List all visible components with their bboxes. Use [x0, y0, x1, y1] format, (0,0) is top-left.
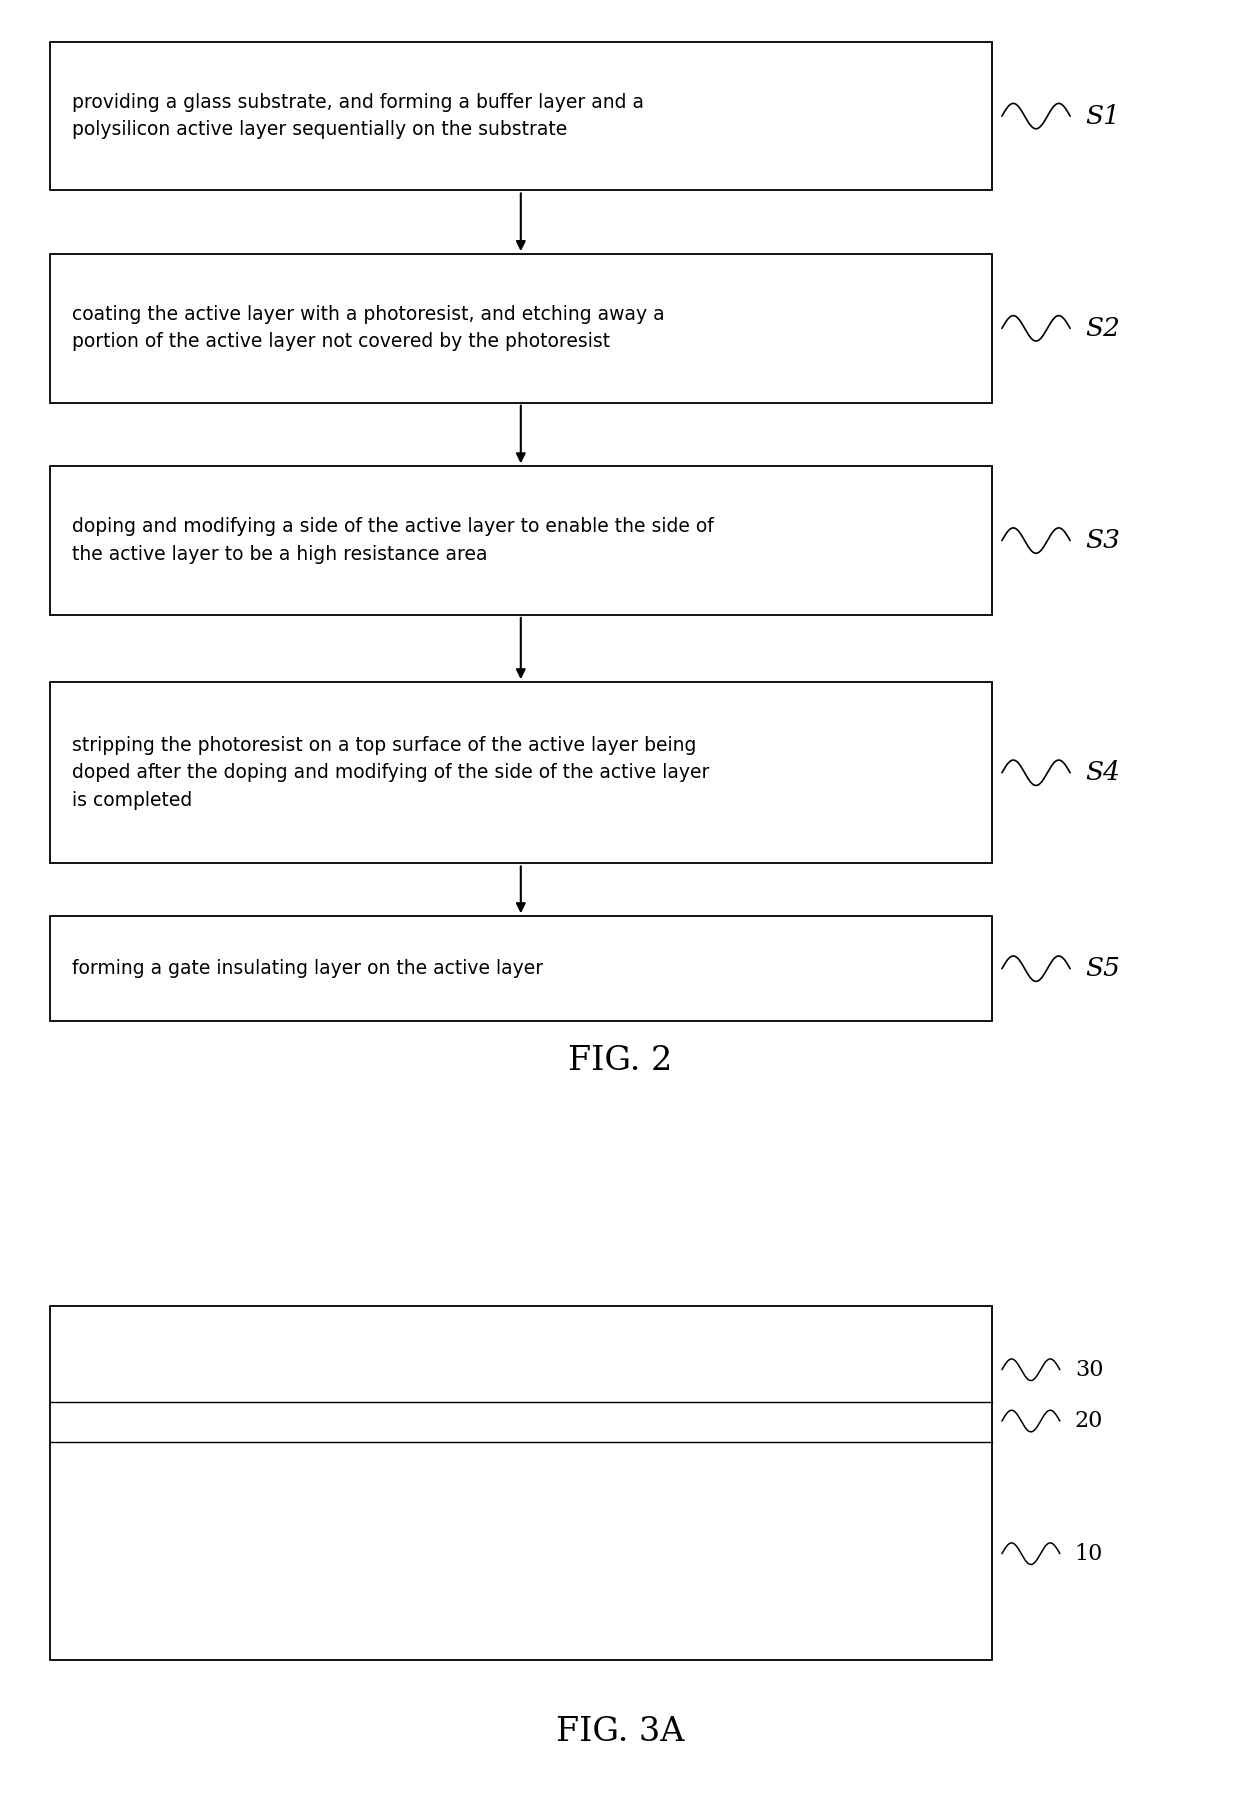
Text: coating the active layer with a photoresist, and etching away a
portion of the a: coating the active layer with a photores… [72, 305, 665, 352]
FancyBboxPatch shape [50, 1306, 992, 1660]
Text: providing a glass substrate, and forming a buffer layer and a
polysilicon active: providing a glass substrate, and forming… [72, 93, 644, 140]
FancyBboxPatch shape [50, 42, 992, 190]
FancyBboxPatch shape [50, 254, 992, 403]
Text: FIG. 2: FIG. 2 [568, 1045, 672, 1078]
Text: 20: 20 [1075, 1409, 1104, 1431]
FancyBboxPatch shape [50, 466, 992, 615]
FancyBboxPatch shape [50, 916, 992, 1021]
Text: S4: S4 [1085, 760, 1120, 785]
Text: forming a gate insulating layer on the active layer: forming a gate insulating layer on the a… [72, 960, 543, 978]
Text: FIG. 3A: FIG. 3A [556, 1716, 684, 1749]
Text: S2: S2 [1085, 316, 1120, 341]
Text: S5: S5 [1085, 956, 1120, 981]
Text: 10: 10 [1075, 1542, 1104, 1565]
Text: 30: 30 [1075, 1359, 1104, 1380]
Text: S3: S3 [1085, 528, 1120, 553]
Text: S1: S1 [1085, 103, 1120, 129]
Text: doping and modifying a side of the active layer to enable the side of
the active: doping and modifying a side of the activ… [72, 517, 714, 564]
FancyBboxPatch shape [50, 682, 992, 863]
Text: stripping the photoresist on a top surface of the active layer being
doped after: stripping the photoresist on a top surfa… [72, 736, 709, 809]
